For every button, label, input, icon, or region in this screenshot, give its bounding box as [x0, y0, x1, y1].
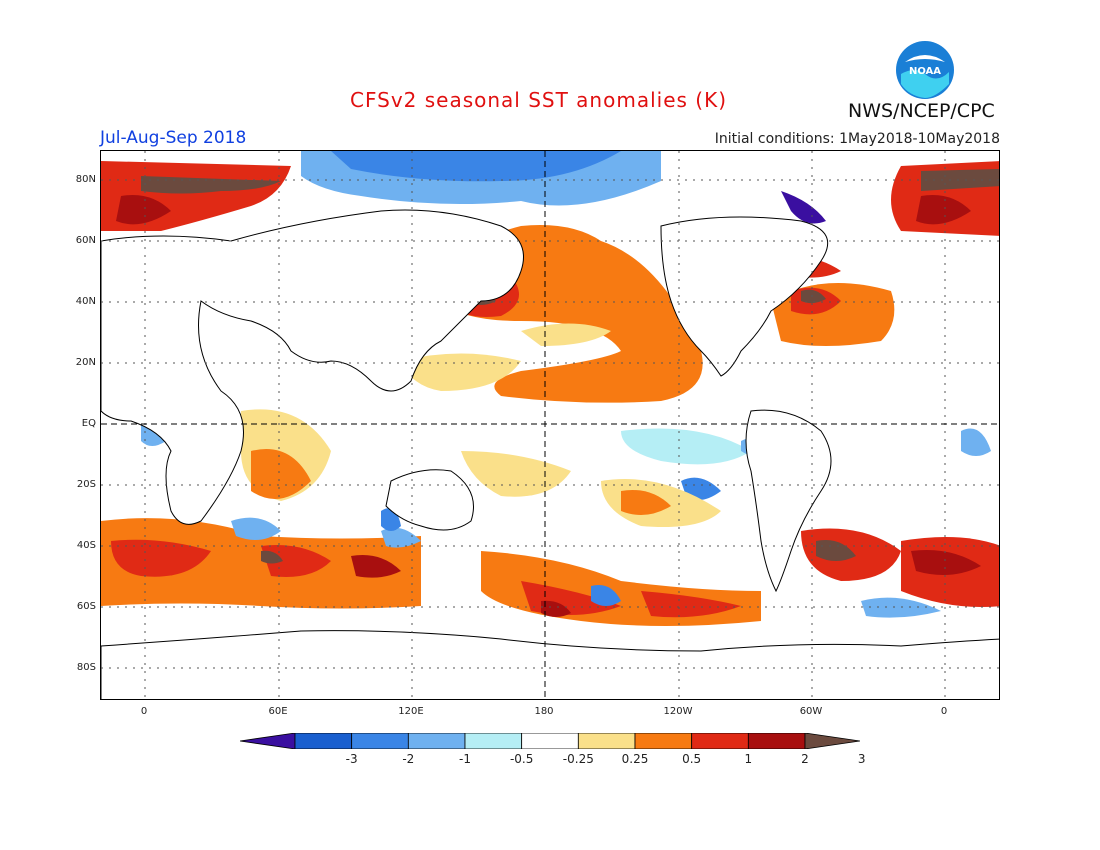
- colorbar-label: 1: [744, 752, 753, 766]
- continents: [101, 209, 999, 699]
- colorbar-swatch: [691, 733, 749, 749]
- organization-label: NWS/NCEP/CPC: [848, 100, 995, 122]
- colorbar-swatch: [240, 733, 296, 749]
- lat-label: 20N: [75, 357, 96, 368]
- anomaly-fields: [101, 151, 999, 626]
- lon-label: 0: [140, 706, 148, 717]
- lon-label: 120E: [398, 706, 424, 717]
- initial-conditions: Initial conditions: 1May2018-10May2018: [714, 131, 1000, 147]
- colorbar-label: -0.5: [509, 752, 534, 766]
- colorbar-label: 0.25: [621, 752, 649, 766]
- colorbar-swatch: [407, 733, 466, 749]
- map-title: CFSv2 seasonal SST anomalies (K): [350, 88, 727, 112]
- colorbar-label: -0.25: [562, 752, 594, 766]
- lat-label: 60N: [75, 235, 96, 246]
- colorbar-swatch: [294, 733, 353, 749]
- lat-label: 20S: [76, 479, 96, 490]
- colorbar-swatch: [747, 733, 806, 749]
- sst-anomaly-map: [100, 150, 1000, 700]
- colorbar: [240, 733, 860, 749]
- colorbar-label: 0.5: [682, 752, 702, 766]
- lat-label: 80S: [76, 662, 96, 673]
- lat-label: EQ: [81, 418, 96, 429]
- forecast-period: Jul-Aug-Sep 2018: [100, 128, 247, 148]
- noaa-logo: NOAA: [895, 40, 955, 100]
- logo-text: NOAA: [909, 66, 941, 77]
- colorbar-swatch: [634, 733, 693, 749]
- colorbar-swatch: [351, 733, 409, 749]
- lon-label: 0: [940, 706, 948, 717]
- lon-label: 180: [534, 706, 554, 717]
- lat-label: 80N: [75, 174, 96, 185]
- colorbar-swatch: [577, 733, 636, 749]
- lon-label: 60W: [799, 706, 823, 717]
- colorbar-swatch: [804, 733, 860, 749]
- lon-label: 120W: [663, 706, 693, 717]
- lat-label: 40N: [75, 296, 96, 307]
- lat-label: 60S: [76, 601, 96, 612]
- colorbar-label: 3: [857, 752, 866, 766]
- lon-label: 60E: [268, 706, 288, 717]
- colorbar-label: -1: [459, 752, 471, 766]
- lat-label: 40S: [76, 540, 96, 551]
- colorbar-swatch: [521, 733, 579, 749]
- graticule: [101, 151, 999, 699]
- colorbar-label: -3: [345, 752, 358, 766]
- reference-lines: [101, 151, 999, 699]
- colorbar-label: -2: [402, 752, 415, 766]
- colorbar-swatch: [464, 733, 523, 749]
- colorbar-label: 2: [801, 752, 809, 766]
